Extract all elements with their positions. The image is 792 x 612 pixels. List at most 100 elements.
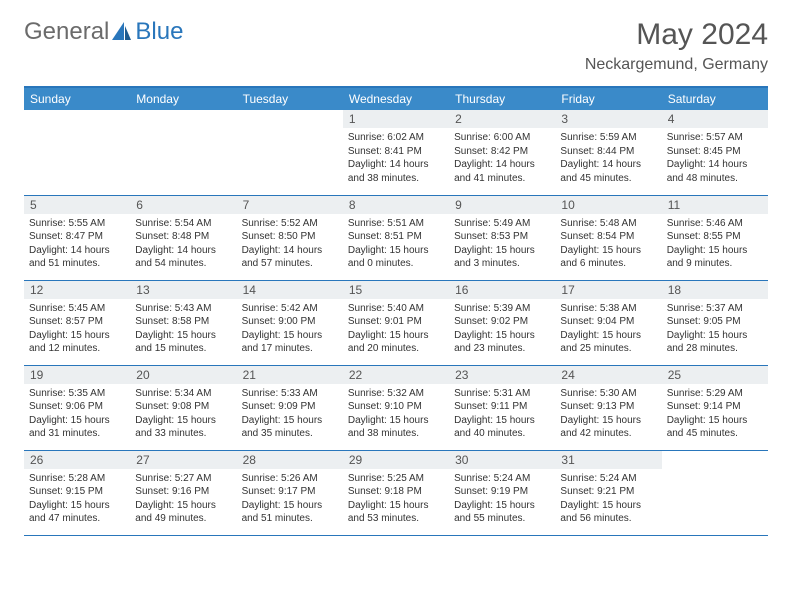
day-data: Sunrise: 5:33 AMSunset: 9:09 PMDaylight:…	[237, 384, 343, 444]
calendar-day-cell: 22Sunrise: 5:32 AMSunset: 9:10 PMDayligh…	[343, 365, 449, 450]
day-number: 12	[24, 281, 130, 299]
calendar-day-cell: 12Sunrise: 5:45 AMSunset: 8:57 PMDayligh…	[24, 280, 130, 365]
day-data: Sunrise: 5:38 AMSunset: 9:04 PMDaylight:…	[555, 299, 661, 359]
brand-name-part1: General	[24, 18, 109, 45]
day-number: 9	[449, 196, 555, 214]
calendar-table: SundayMondayTuesdayWednesdayThursdayFrid…	[24, 86, 768, 536]
day-number: 4	[662, 110, 768, 128]
day-data: Sunrise: 5:37 AMSunset: 9:05 PMDaylight:…	[662, 299, 768, 359]
day-data: Sunrise: 5:59 AMSunset: 8:44 PMDaylight:…	[555, 128, 661, 188]
day-data: Sunrise: 5:55 AMSunset: 8:47 PMDaylight:…	[24, 214, 130, 274]
calendar-week-row: 1Sunrise: 6:02 AMSunset: 8:41 PMDaylight…	[24, 110, 768, 195]
day-number: 22	[343, 366, 449, 384]
day-data: Sunrise: 5:45 AMSunset: 8:57 PMDaylight:…	[24, 299, 130, 359]
calendar-day-cell: 20Sunrise: 5:34 AMSunset: 9:08 PMDayligh…	[130, 365, 236, 450]
weekday-header: Friday	[555, 87, 661, 110]
day-number: 8	[343, 196, 449, 214]
day-data: Sunrise: 5:51 AMSunset: 8:51 PMDaylight:…	[343, 214, 449, 274]
calendar-week-row: 26Sunrise: 5:28 AMSunset: 9:15 PMDayligh…	[24, 450, 768, 535]
calendar-day-cell: 10Sunrise: 5:48 AMSunset: 8:54 PMDayligh…	[555, 195, 661, 280]
day-number: 15	[343, 281, 449, 299]
day-data: Sunrise: 5:29 AMSunset: 9:14 PMDaylight:…	[662, 384, 768, 444]
calendar-week-row: 5Sunrise: 5:55 AMSunset: 8:47 PMDaylight…	[24, 195, 768, 280]
page-title: May 2024	[585, 18, 768, 52]
day-number: 26	[24, 451, 130, 469]
day-number: 24	[555, 366, 661, 384]
calendar-page: General Blue May 2024 Neckargemund, Germ…	[0, 0, 792, 554]
calendar-day-cell: 24Sunrise: 5:30 AMSunset: 9:13 PMDayligh…	[555, 365, 661, 450]
calendar-day-cell	[130, 110, 236, 195]
calendar-day-cell: 23Sunrise: 5:31 AMSunset: 9:11 PMDayligh…	[449, 365, 555, 450]
calendar-day-cell: 7Sunrise: 5:52 AMSunset: 8:50 PMDaylight…	[237, 195, 343, 280]
calendar-day-cell: 29Sunrise: 5:25 AMSunset: 9:18 PMDayligh…	[343, 450, 449, 535]
day-data: Sunrise: 5:43 AMSunset: 8:58 PMDaylight:…	[130, 299, 236, 359]
day-data: Sunrise: 5:28 AMSunset: 9:15 PMDaylight:…	[24, 469, 130, 529]
day-data: Sunrise: 5:52 AMSunset: 8:50 PMDaylight:…	[237, 214, 343, 274]
day-data: Sunrise: 5:39 AMSunset: 9:02 PMDaylight:…	[449, 299, 555, 359]
day-data: Sunrise: 5:48 AMSunset: 8:54 PMDaylight:…	[555, 214, 661, 274]
calendar-day-cell: 19Sunrise: 5:35 AMSunset: 9:06 PMDayligh…	[24, 365, 130, 450]
day-data: Sunrise: 6:02 AMSunset: 8:41 PMDaylight:…	[343, 128, 449, 188]
weekday-header: Tuesday	[237, 87, 343, 110]
day-data: Sunrise: 5:24 AMSunset: 9:21 PMDaylight:…	[555, 469, 661, 529]
day-data: Sunrise: 6:00 AMSunset: 8:42 PMDaylight:…	[449, 128, 555, 188]
calendar-body: 1Sunrise: 6:02 AMSunset: 8:41 PMDaylight…	[24, 110, 768, 535]
day-data: Sunrise: 5:34 AMSunset: 9:08 PMDaylight:…	[130, 384, 236, 444]
page-header: General Blue May 2024 Neckargemund, Germ…	[24, 18, 768, 74]
calendar-day-cell: 14Sunrise: 5:42 AMSunset: 9:00 PMDayligh…	[237, 280, 343, 365]
weekday-header: Sunday	[24, 87, 130, 110]
calendar-day-cell: 9Sunrise: 5:49 AMSunset: 8:53 PMDaylight…	[449, 195, 555, 280]
day-number: 30	[449, 451, 555, 469]
weekday-header: Wednesday	[343, 87, 449, 110]
calendar-day-cell: 13Sunrise: 5:43 AMSunset: 8:58 PMDayligh…	[130, 280, 236, 365]
day-number: 6	[130, 196, 236, 214]
brand-logo: General Blue	[24, 18, 183, 46]
calendar-day-cell: 18Sunrise: 5:37 AMSunset: 9:05 PMDayligh…	[662, 280, 768, 365]
title-block: May 2024 Neckargemund, Germany	[585, 18, 768, 74]
calendar-day-cell: 6Sunrise: 5:54 AMSunset: 8:48 PMDaylight…	[130, 195, 236, 280]
calendar-day-cell: 3Sunrise: 5:59 AMSunset: 8:44 PMDaylight…	[555, 110, 661, 195]
day-number: 31	[555, 451, 661, 469]
calendar-day-cell: 28Sunrise: 5:26 AMSunset: 9:17 PMDayligh…	[237, 450, 343, 535]
weekday-header: Saturday	[662, 87, 768, 110]
calendar-day-cell: 5Sunrise: 5:55 AMSunset: 8:47 PMDaylight…	[24, 195, 130, 280]
day-data: Sunrise: 5:31 AMSunset: 9:11 PMDaylight:…	[449, 384, 555, 444]
calendar-day-cell	[24, 110, 130, 195]
day-data: Sunrise: 5:32 AMSunset: 9:10 PMDaylight:…	[343, 384, 449, 444]
calendar-day-cell: 2Sunrise: 6:00 AMSunset: 8:42 PMDaylight…	[449, 110, 555, 195]
day-number: 1	[343, 110, 449, 128]
day-data: Sunrise: 5:26 AMSunset: 9:17 PMDaylight:…	[237, 469, 343, 529]
calendar-day-cell: 27Sunrise: 5:27 AMSunset: 9:16 PMDayligh…	[130, 450, 236, 535]
calendar-day-cell: 15Sunrise: 5:40 AMSunset: 9:01 PMDayligh…	[343, 280, 449, 365]
calendar-day-cell: 17Sunrise: 5:38 AMSunset: 9:04 PMDayligh…	[555, 280, 661, 365]
day-data: Sunrise: 5:25 AMSunset: 9:18 PMDaylight:…	[343, 469, 449, 529]
day-data: Sunrise: 5:57 AMSunset: 8:45 PMDaylight:…	[662, 128, 768, 188]
brand-name: General	[24, 18, 109, 46]
day-number: 28	[237, 451, 343, 469]
calendar-day-cell: 16Sunrise: 5:39 AMSunset: 9:02 PMDayligh…	[449, 280, 555, 365]
calendar-day-cell: 11Sunrise: 5:46 AMSunset: 8:55 PMDayligh…	[662, 195, 768, 280]
day-number: 10	[555, 196, 661, 214]
day-number: 20	[130, 366, 236, 384]
day-number: 21	[237, 366, 343, 384]
day-number: 27	[130, 451, 236, 469]
day-data: Sunrise: 5:54 AMSunset: 8:48 PMDaylight:…	[130, 214, 236, 274]
day-number: 3	[555, 110, 661, 128]
weekday-header: Thursday	[449, 87, 555, 110]
day-data: Sunrise: 5:42 AMSunset: 9:00 PMDaylight:…	[237, 299, 343, 359]
day-number: 25	[662, 366, 768, 384]
day-number: 5	[24, 196, 130, 214]
day-number: 18	[662, 281, 768, 299]
calendar-week-row: 19Sunrise: 5:35 AMSunset: 9:06 PMDayligh…	[24, 365, 768, 450]
day-number: 7	[237, 196, 343, 214]
day-number: 13	[130, 281, 236, 299]
day-number: 19	[24, 366, 130, 384]
brand-name-part2: Blue	[135, 18, 183, 46]
day-data: Sunrise: 5:27 AMSunset: 9:16 PMDaylight:…	[130, 469, 236, 529]
day-number: 11	[662, 196, 768, 214]
calendar-day-cell: 1Sunrise: 6:02 AMSunset: 8:41 PMDaylight…	[343, 110, 449, 195]
page-subtitle: Neckargemund, Germany	[585, 56, 768, 74]
calendar-day-cell: 26Sunrise: 5:28 AMSunset: 9:15 PMDayligh…	[24, 450, 130, 535]
calendar-day-cell: 8Sunrise: 5:51 AMSunset: 8:51 PMDaylight…	[343, 195, 449, 280]
calendar-day-cell: 21Sunrise: 5:33 AMSunset: 9:09 PMDayligh…	[237, 365, 343, 450]
